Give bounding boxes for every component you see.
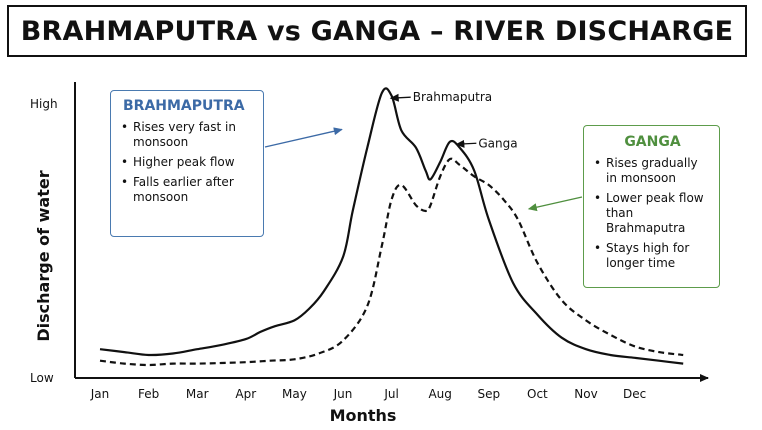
y-tick-label-high: High (30, 97, 58, 111)
brahmaputra-callout-title: BRAHMAPUTRA (123, 98, 245, 114)
brahmaputra-callout-arrow (264, 127, 343, 148)
x-tick-label: Sep (477, 387, 500, 401)
ganga-point: Lower peak flow than Brahmaputra (594, 191, 711, 236)
tick-labels: High Low Jan Feb Mar Apr May Jun Jul Aug Sep Oct Nov… (30, 97, 646, 425)
series-label-arrow (389, 93, 411, 102)
brahmaputra-point: Higher peak flow (121, 155, 255, 170)
series-layer (99, 87, 684, 367)
x-tick-label: Feb (138, 387, 159, 401)
x-tick-label: May (282, 387, 307, 401)
ganga-points: Rises gradually in monsoon Lower peak fl… (594, 156, 711, 271)
ganga-callout-title: GANGA (624, 134, 681, 150)
x-tick-label: Dec (623, 387, 646, 401)
ganga-callout-box: GANGA Rises gradually in monsoon Lower p… (583, 125, 720, 288)
x-tick-label: Nov (574, 387, 597, 401)
ganga-callout-arrow (527, 196, 583, 212)
y-tick-label-low: Low (30, 371, 54, 385)
x-tick-label: Mar (186, 387, 209, 401)
x-tick-label: Apr (235, 387, 256, 401)
y-axis-title: Discharge of water (34, 170, 53, 341)
x-tick-label: Oct (527, 387, 548, 401)
series-label-brahmaputra: Brahmaputra (413, 90, 492, 104)
x-tick-label: Jul (383, 387, 398, 401)
x-axis-title: Months (330, 406, 397, 425)
series-line-ganga (99, 157, 684, 367)
ganga-point: Rises gradually in monsoon (594, 156, 711, 186)
x-tick-label: Aug (428, 387, 451, 401)
brahmaputra-point: Rises very fast in monsoon (121, 120, 255, 150)
x-tick-label: Jun (333, 387, 353, 401)
x-tick-label: Jan (90, 387, 110, 401)
series-line-brahmaputra (99, 87, 684, 365)
series-label-ganga: Ganga (478, 136, 517, 150)
brahmaputra-callout-box: BRAHMAPUTRA Rises very fast in monsoon H… (110, 90, 264, 237)
annotations: Brahmaputra Ganga (264, 90, 583, 212)
ganga-point: Stays high for longer time (594, 241, 711, 271)
brahmaputra-point: Falls earlier after monsoon (121, 175, 255, 205)
brahmaputra-points: Rises very fast in monsoon Higher peak f… (121, 120, 255, 205)
series-label-arrow (455, 139, 477, 148)
chart-title: BRAHMAPUTRA vs GANGA – RIVER DISCHARGE (20, 15, 734, 47)
chart-title-box: BRAHMAPUTRA vs GANGA – RIVER DISCHARGE (7, 5, 747, 57)
axes (74, 82, 709, 382)
